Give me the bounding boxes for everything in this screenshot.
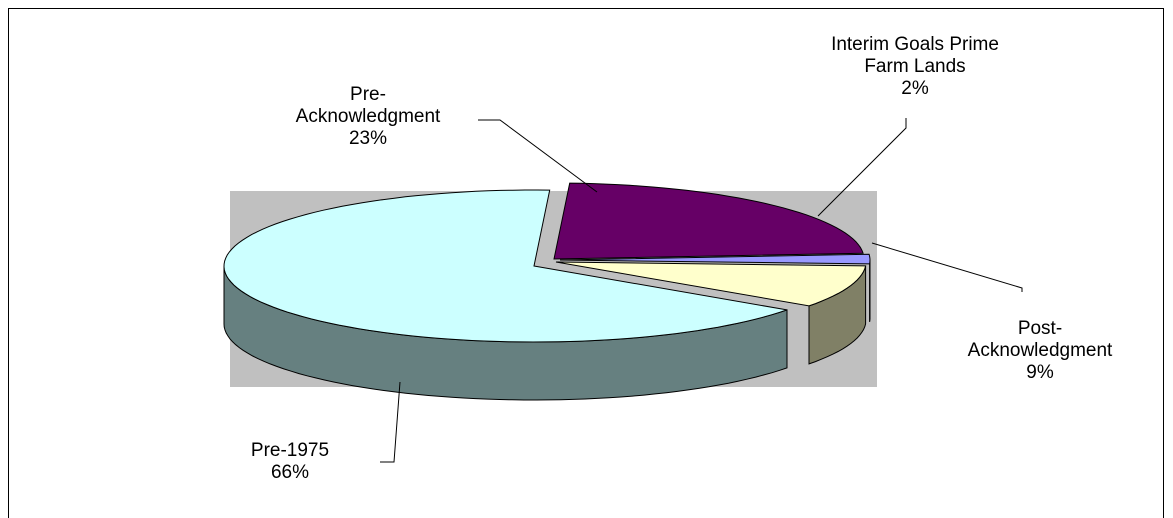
- data-label-pre-1975: Pre-1975 66%: [200, 440, 380, 484]
- leader-line: [380, 382, 400, 462]
- slice-label-line-2: Farm Lands: [760, 56, 1070, 78]
- slice-label-line-1: Post-: [930, 318, 1150, 340]
- slice-label-line-2: Acknowledgment: [930, 340, 1150, 362]
- data-label-interim-goals: Interim Goals Prime Farm Lands 2%: [760, 34, 1070, 100]
- data-label-pre-acknowledgment: Pre- Acknowledgment 23%: [258, 84, 478, 150]
- slice-percent: 23%: [258, 128, 478, 150]
- leader-line: [872, 243, 1022, 292]
- slice-percent: 2%: [760, 78, 1070, 100]
- slice-percent: 66%: [200, 462, 380, 484]
- slice-label-line-2: Acknowledgment: [258, 106, 478, 128]
- slice-label-line-1: Pre-1975: [200, 440, 380, 462]
- slice-percent: 9%: [930, 362, 1150, 384]
- leader-line: [478, 120, 597, 192]
- slice-label-line-1: Interim Goals Prime: [760, 34, 1070, 56]
- data-label-post-acknowledgment: Post- Acknowledgment 9%: [930, 318, 1150, 384]
- slice-label-line-1: Pre-: [258, 84, 478, 106]
